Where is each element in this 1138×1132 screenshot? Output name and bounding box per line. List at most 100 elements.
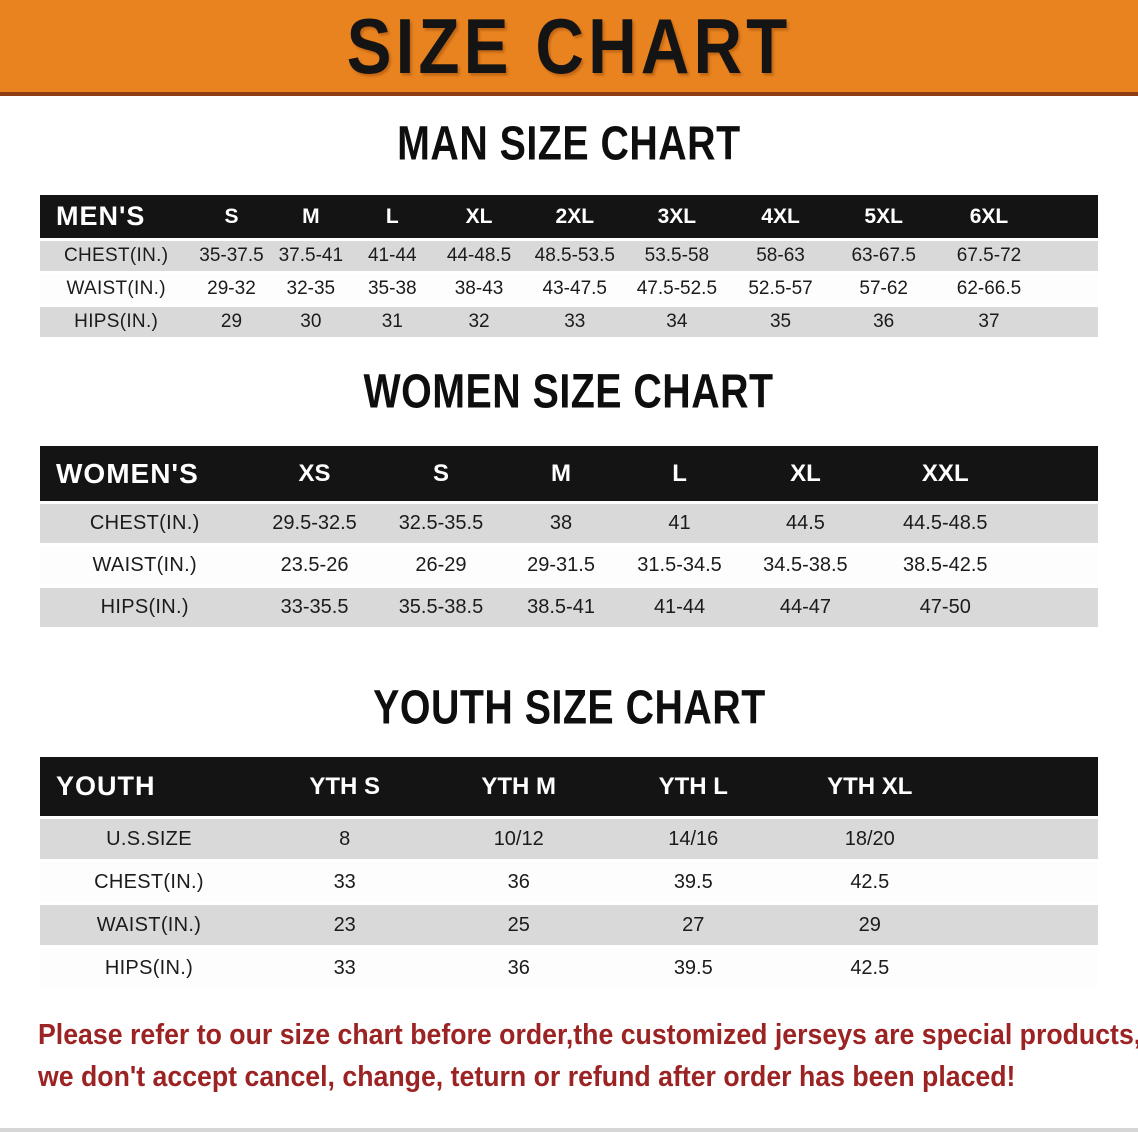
size-cell: 39.5 [606,948,781,991]
row-label: CHEST(IN.) [40,504,250,546]
size-cell: 36 [832,307,935,340]
size-cell: 33-35.5 [249,588,380,630]
youth-header-row: YOUTH YTH S YTH M YTH L YTH XL [40,757,1098,819]
men-size-table: MEN'S S M L XL 2XL 3XL 4XL 5XL 6XL CHEST… [40,195,1098,340]
row-label: HIPS(IN.) [40,307,193,340]
size-cell: 52.5-57 [728,274,833,307]
size-cell: 32.5-35.5 [379,504,503,546]
row-label: WAIST(IN.) [40,274,193,307]
row-label: HIPS(IN.) [40,588,250,630]
size-cell: 44.5-48.5 [871,504,1098,546]
row-label: WAIST(IN.) [40,546,250,588]
size-cell: 41-44 [351,241,434,274]
youth-col-header: YTH L [606,757,781,819]
man-heading-text: MAN SIZE CHART [397,115,741,171]
men-col-header: XL [433,195,525,241]
row-label: CHEST(IN.) [40,862,258,905]
row-label: U.S.SIZE [40,819,258,862]
size-cell: 41 [619,504,740,546]
men-col-header: 3XL [625,195,729,241]
size-cell: 10/12 [431,819,606,862]
youth-col-header: YTH XL [780,757,1098,819]
women-col-header: S [379,446,503,504]
size-cell: 8 [257,819,432,862]
bottom-divider [0,1128,1138,1132]
size-cell: 34 [625,307,729,340]
size-cell: 23.5-26 [249,546,380,588]
size-cell: 44-48.5 [433,241,525,274]
women-hips-row: HIPS(IN.) 33-35.5 35.5-38.5 38.5-41 41-4… [40,588,1098,630]
size-cell: 32 [433,307,525,340]
women-col-header: XS [249,446,380,504]
size-cell: 33 [257,862,432,905]
women-header-row: WOMEN'S XS S M L XL XXL [40,446,1098,504]
women-col-header: XXL [871,446,1098,504]
youth-size-table: YOUTH YTH S YTH M YTH L YTH XL U.S.SIZE … [40,757,1098,991]
size-cell: 30 [270,307,352,340]
size-cell: 38.5-41 [502,588,620,630]
youth-hips-row: HIPS(IN.) 33 36 39.5 42.5 [40,948,1098,991]
youth-ussize-row: U.S.SIZE 8 10/12 14/16 18/20 [40,819,1098,862]
women-heading-text: WOMEN SIZE CHART [363,363,775,419]
youth-heading-text: YOUTH SIZE CHART [372,679,766,735]
size-cell: 58-63 [728,241,833,274]
women-col-header: XL [739,446,872,504]
size-cell: 35-37.5 [192,241,271,274]
men-col-header: 6XL [935,195,1098,241]
men-col-header: 4XL [728,195,833,241]
size-cell: 29-32 [192,274,271,307]
men-corner-label: MEN'S [40,195,193,241]
size-cell: 23 [257,905,432,948]
size-cell: 44.5 [739,504,872,546]
size-cell: 35-38 [351,274,434,307]
men-chest-row: CHEST(IN.) 35-37.5 37.5-41 41-44 44-48.5… [40,241,1098,274]
size-cell: 32-35 [270,274,352,307]
youth-col-header: YTH S [257,757,432,819]
youth-corner-label: YOUTH [40,757,258,819]
women-section-heading: WOMEN SIZE CHART [0,364,1138,418]
size-cell: 29-31.5 [502,546,620,588]
women-size-table: WOMEN'S XS S M L XL XXL CHEST(IN.) 29.5-… [40,446,1098,630]
disclaimer-line-2: we don't accept cancel, change, teturn o… [38,1060,1016,1093]
youth-waist-row: WAIST(IN.) 23 25 27 29 [40,905,1098,948]
size-cell: 35.5-38.5 [379,588,503,630]
size-cell: 27 [606,905,781,948]
size-cell: 29.5-32.5 [249,504,380,546]
row-label: WAIST(IN.) [40,905,258,948]
size-cell: 43-47.5 [524,274,626,307]
men-col-header: M [270,195,352,241]
men-col-header: 2XL [524,195,626,241]
women-col-header: L [619,446,740,504]
youth-col-header: YTH M [431,757,606,819]
size-cell: 31 [351,307,434,340]
size-cell: 67.5-72 [935,241,1098,274]
man-section-heading: MAN SIZE CHART [0,116,1138,170]
size-cell: 63-67.5 [832,241,935,274]
size-cell: 25 [431,905,606,948]
size-cell: 42.5 [780,862,1098,905]
size-cell: 36 [431,862,606,905]
size-cell: 48.5-53.5 [524,241,626,274]
size-cell: 33 [257,948,432,991]
size-cell: 37.5-41 [270,241,352,274]
women-chest-row: CHEST(IN.) 29.5-32.5 32.5-35.5 38 41 44.… [40,504,1098,546]
size-cell: 41-44 [619,588,740,630]
size-cell: 62-66.5 [935,274,1098,307]
size-cell: 26-29 [379,546,503,588]
men-waist-row: WAIST(IN.) 29-32 32-35 35-38 38-43 43-47… [40,274,1098,307]
size-cell: 38 [502,504,620,546]
size-cell: 33 [524,307,626,340]
size-cell: 35 [728,307,833,340]
women-col-header: M [502,446,620,504]
size-cell: 36 [431,948,606,991]
women-corner-label: WOMEN'S [40,446,250,504]
men-header-row: MEN'S S M L XL 2XL 3XL 4XL 5XL 6XL [40,195,1098,241]
size-cell: 53.5-58 [625,241,729,274]
size-cell: 47.5-52.5 [625,274,729,307]
row-label: CHEST(IN.) [40,241,193,274]
men-col-header: L [351,195,434,241]
size-cell: 47-50 [871,588,1098,630]
disclaimer-line-1: Please refer to our size chart before or… [38,1019,1138,1051]
disclaimer-note: Please refer to our size chart before or… [38,1015,1138,1099]
men-col-header: 5XL [832,195,935,241]
